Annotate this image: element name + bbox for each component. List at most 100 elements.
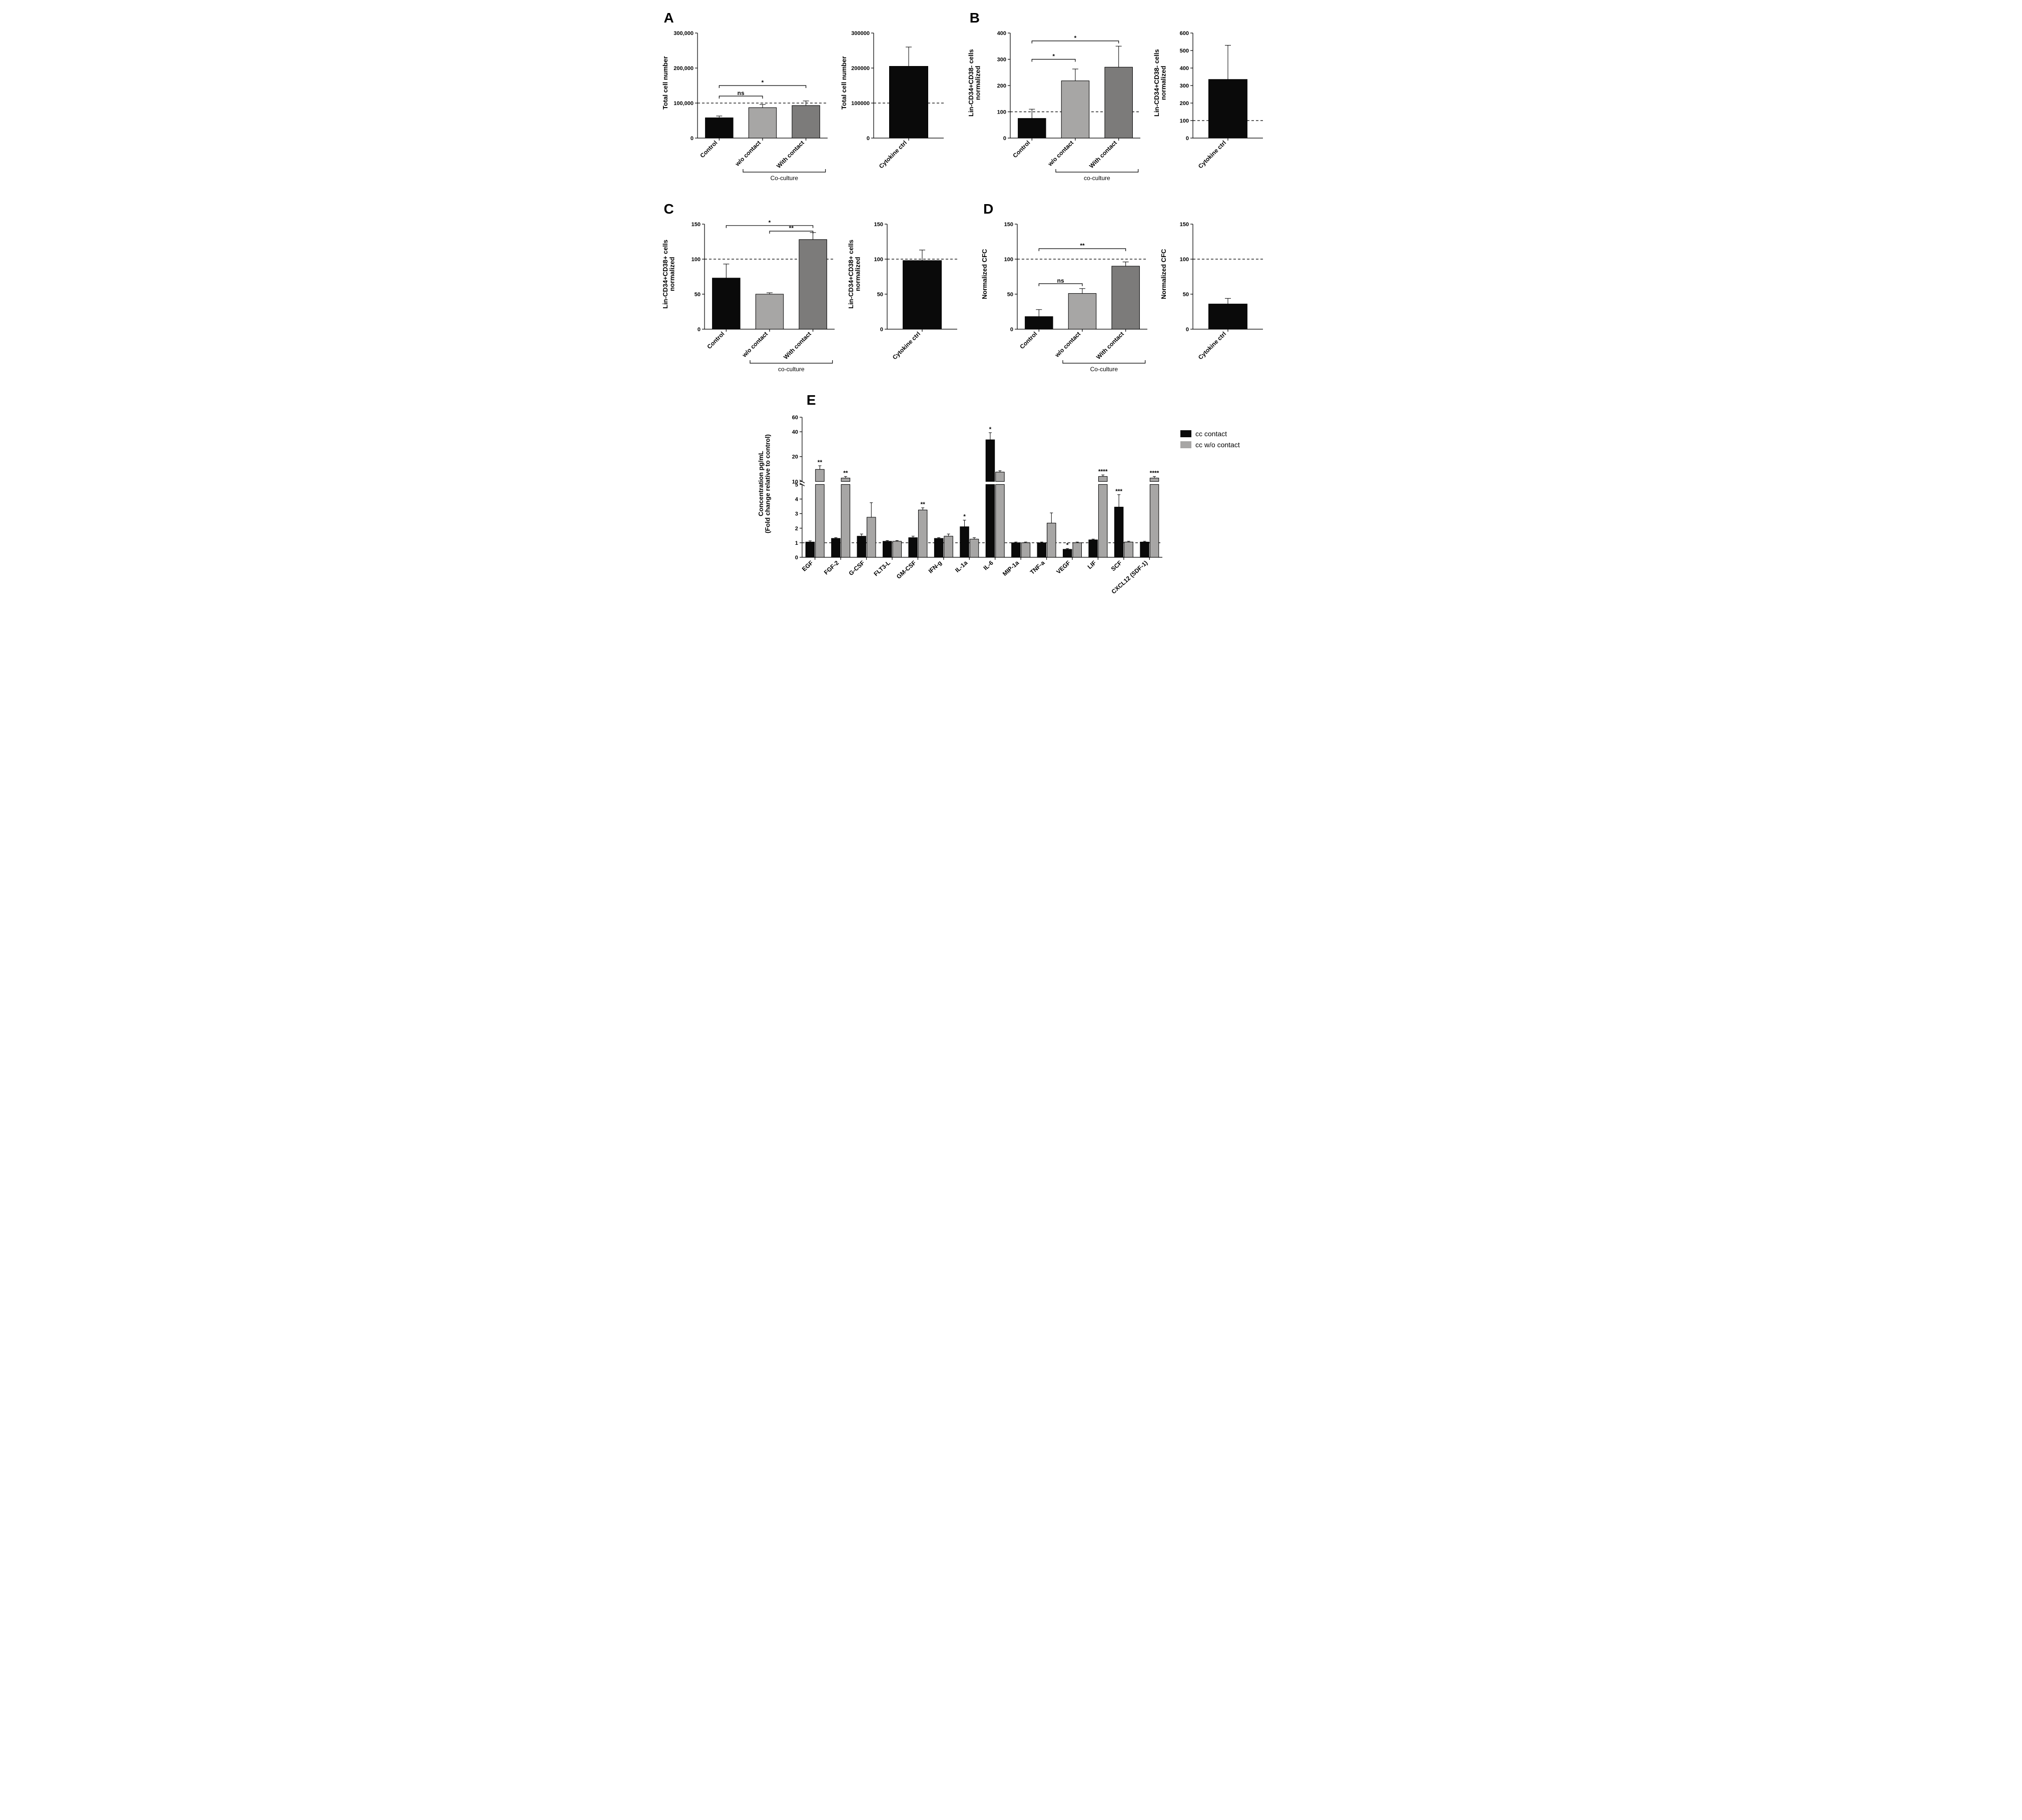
- svg-text:*: *: [762, 79, 764, 86]
- svg-text:**: **: [921, 501, 926, 508]
- panel-b-main: Lin-CD34+CD38- cellsnormalized0100200300…: [967, 28, 1143, 186]
- svg-text:150: 150: [874, 222, 883, 228]
- svg-text:GM-CSF: GM-CSF: [895, 559, 918, 580]
- svg-text:300: 300: [997, 57, 1006, 63]
- panel-b-side: Lin-CD34+CD38- cellsnormalized0100200300…: [1152, 28, 1266, 186]
- svg-text:LIF: LIF: [1086, 559, 1098, 570]
- svg-text:With contact: With contact: [1088, 139, 1118, 170]
- svg-text:3: 3: [795, 511, 798, 517]
- svg-text:100,000: 100,000: [673, 101, 694, 107]
- svg-text:100: 100: [874, 257, 883, 263]
- svg-text:200: 200: [1180, 101, 1189, 107]
- panel-c-side: Lin-CD34+CD38+ cellsnormalized050100150C…: [847, 219, 960, 377]
- panel-d: D Normalized CFC050100150Controlw/o cont…: [980, 201, 1266, 377]
- svg-text:50: 50: [1007, 292, 1013, 298]
- svg-text:150: 150: [691, 222, 700, 228]
- svg-text:**: **: [1080, 242, 1085, 249]
- svg-text:*: *: [963, 513, 966, 520]
- svg-text:0: 0: [1186, 327, 1189, 333]
- panel-a-side: Total cell number0100000200000300000Cyto…: [840, 28, 947, 186]
- svg-text:0: 0: [880, 327, 883, 333]
- figure: A Total cell number0100,000200,000300,00…: [661, 10, 1362, 612]
- svg-text:50: 50: [695, 292, 701, 298]
- svg-text:cc w/o contact: cc w/o contact: [1195, 441, 1240, 449]
- svg-text:2: 2: [795, 526, 798, 532]
- svg-text:SCF: SCF: [1110, 559, 1123, 572]
- svg-text:co-culture: co-culture: [778, 366, 805, 373]
- panel-a-label: A: [664, 10, 674, 26]
- panel-e-label: E: [807, 392, 816, 408]
- svg-text:50: 50: [1183, 292, 1189, 298]
- panel-c: C Lin-CD34+CD38+ cellsnormalized05010015…: [661, 201, 961, 377]
- row-e: E Concentration pg/mL(Fold change relati…: [661, 392, 1362, 612]
- svg-text:50: 50: [877, 292, 883, 298]
- panel-e-legend: cc contact cc w/o contact: [1180, 430, 1265, 455]
- svg-text:400: 400: [997, 31, 1006, 37]
- svg-text:*: *: [1066, 542, 1069, 549]
- svg-text:150: 150: [1004, 222, 1013, 228]
- svg-text:G-CSF: G-CSF: [848, 559, 866, 577]
- svg-text:150: 150: [1180, 222, 1189, 228]
- panel-d-label: D: [983, 201, 993, 217]
- svg-text:Control: Control: [1011, 139, 1031, 159]
- svg-text:600: 600: [1180, 31, 1189, 37]
- svg-text:Cytokine ctrl: Cytokine ctrl: [878, 139, 908, 170]
- panel-b-label: B: [970, 10, 980, 26]
- svg-text:0: 0: [1186, 136, 1189, 142]
- svg-text:IL-1a: IL-1a: [954, 559, 969, 574]
- svg-text:*: *: [1052, 53, 1055, 60]
- svg-text:****: ****: [1098, 468, 1108, 475]
- panel-e: E Concentration pg/mL(Fold change relati…: [757, 392, 1265, 612]
- panel-d-main: Normalized CFC050100150Controlw/o contac…: [980, 219, 1150, 377]
- panel-d-side: Normalized CFC050100150Cytokine ctrl: [1159, 219, 1266, 377]
- svg-text:1: 1: [795, 540, 798, 546]
- svg-text:VEGF: VEGF: [1055, 559, 1072, 575]
- svg-text:100: 100: [1180, 257, 1189, 263]
- svg-text:500: 500: [1180, 48, 1189, 54]
- svg-text:With contact: With contact: [1095, 330, 1125, 361]
- svg-text:TNF-a: TNF-a: [1029, 559, 1046, 576]
- svg-text:0: 0: [1010, 327, 1013, 333]
- svg-text:100: 100: [997, 110, 1006, 116]
- svg-text:With contact: With contact: [782, 330, 813, 361]
- svg-text:200,000: 200,000: [673, 66, 694, 72]
- svg-text:100: 100: [1004, 257, 1013, 263]
- panel-e-chart: Concentration pg/mL(Fold change relative…: [757, 410, 1165, 612]
- svg-text:*: *: [989, 426, 992, 433]
- svg-text:0: 0: [867, 136, 870, 142]
- svg-text:w/o contact: w/o contact: [741, 330, 769, 359]
- svg-text:200000: 200000: [851, 66, 870, 72]
- row-ab: A Total cell number0100,000200,000300,00…: [661, 10, 1362, 186]
- svg-text:100: 100: [691, 257, 700, 263]
- svg-text:Cytokine ctrl: Cytokine ctrl: [1197, 139, 1227, 170]
- svg-text:**: **: [818, 459, 823, 466]
- svg-text:With contact: With contact: [775, 139, 806, 170]
- svg-text:Control: Control: [1018, 330, 1038, 350]
- svg-text:FGF-2: FGF-2: [823, 559, 840, 576]
- svg-text:60: 60: [792, 415, 798, 421]
- svg-text:4: 4: [795, 497, 799, 503]
- svg-text:Cytokine ctrl: Cytokine ctrl: [891, 330, 922, 361]
- svg-text:w/o contact: w/o contact: [1053, 330, 1082, 359]
- svg-text:0: 0: [698, 327, 701, 333]
- svg-text:Control: Control: [706, 330, 726, 350]
- svg-text:*: *: [1074, 35, 1077, 42]
- svg-text:ns: ns: [738, 90, 745, 97]
- svg-text:*: *: [768, 219, 771, 226]
- svg-text:w/o contact: w/o contact: [1046, 139, 1075, 168]
- svg-text:Co-culture: Co-culture: [771, 175, 799, 182]
- panel-a-main: Total cell number0100,000200,000300,000C…: [661, 28, 831, 186]
- svg-text:cc contact: cc contact: [1195, 430, 1227, 438]
- svg-text:100: 100: [1180, 118, 1189, 124]
- svg-text:EGF: EGF: [801, 559, 815, 573]
- svg-text:Cytokine ctrl: Cytokine ctrl: [1197, 330, 1227, 361]
- svg-text:0: 0: [691, 136, 694, 142]
- svg-text:10: 10: [792, 479, 798, 485]
- panel-b: B Lin-CD34+CD38- cellsnormalized01002003…: [967, 10, 1266, 186]
- svg-text:100000: 100000: [851, 101, 870, 107]
- svg-text:co-culture: co-culture: [1084, 175, 1110, 182]
- row-cd: C Lin-CD34+CD38+ cellsnormalized05010015…: [661, 201, 1362, 377]
- svg-text:400: 400: [1180, 66, 1189, 72]
- svg-text:ns: ns: [1057, 277, 1064, 284]
- svg-text:**: **: [843, 469, 848, 476]
